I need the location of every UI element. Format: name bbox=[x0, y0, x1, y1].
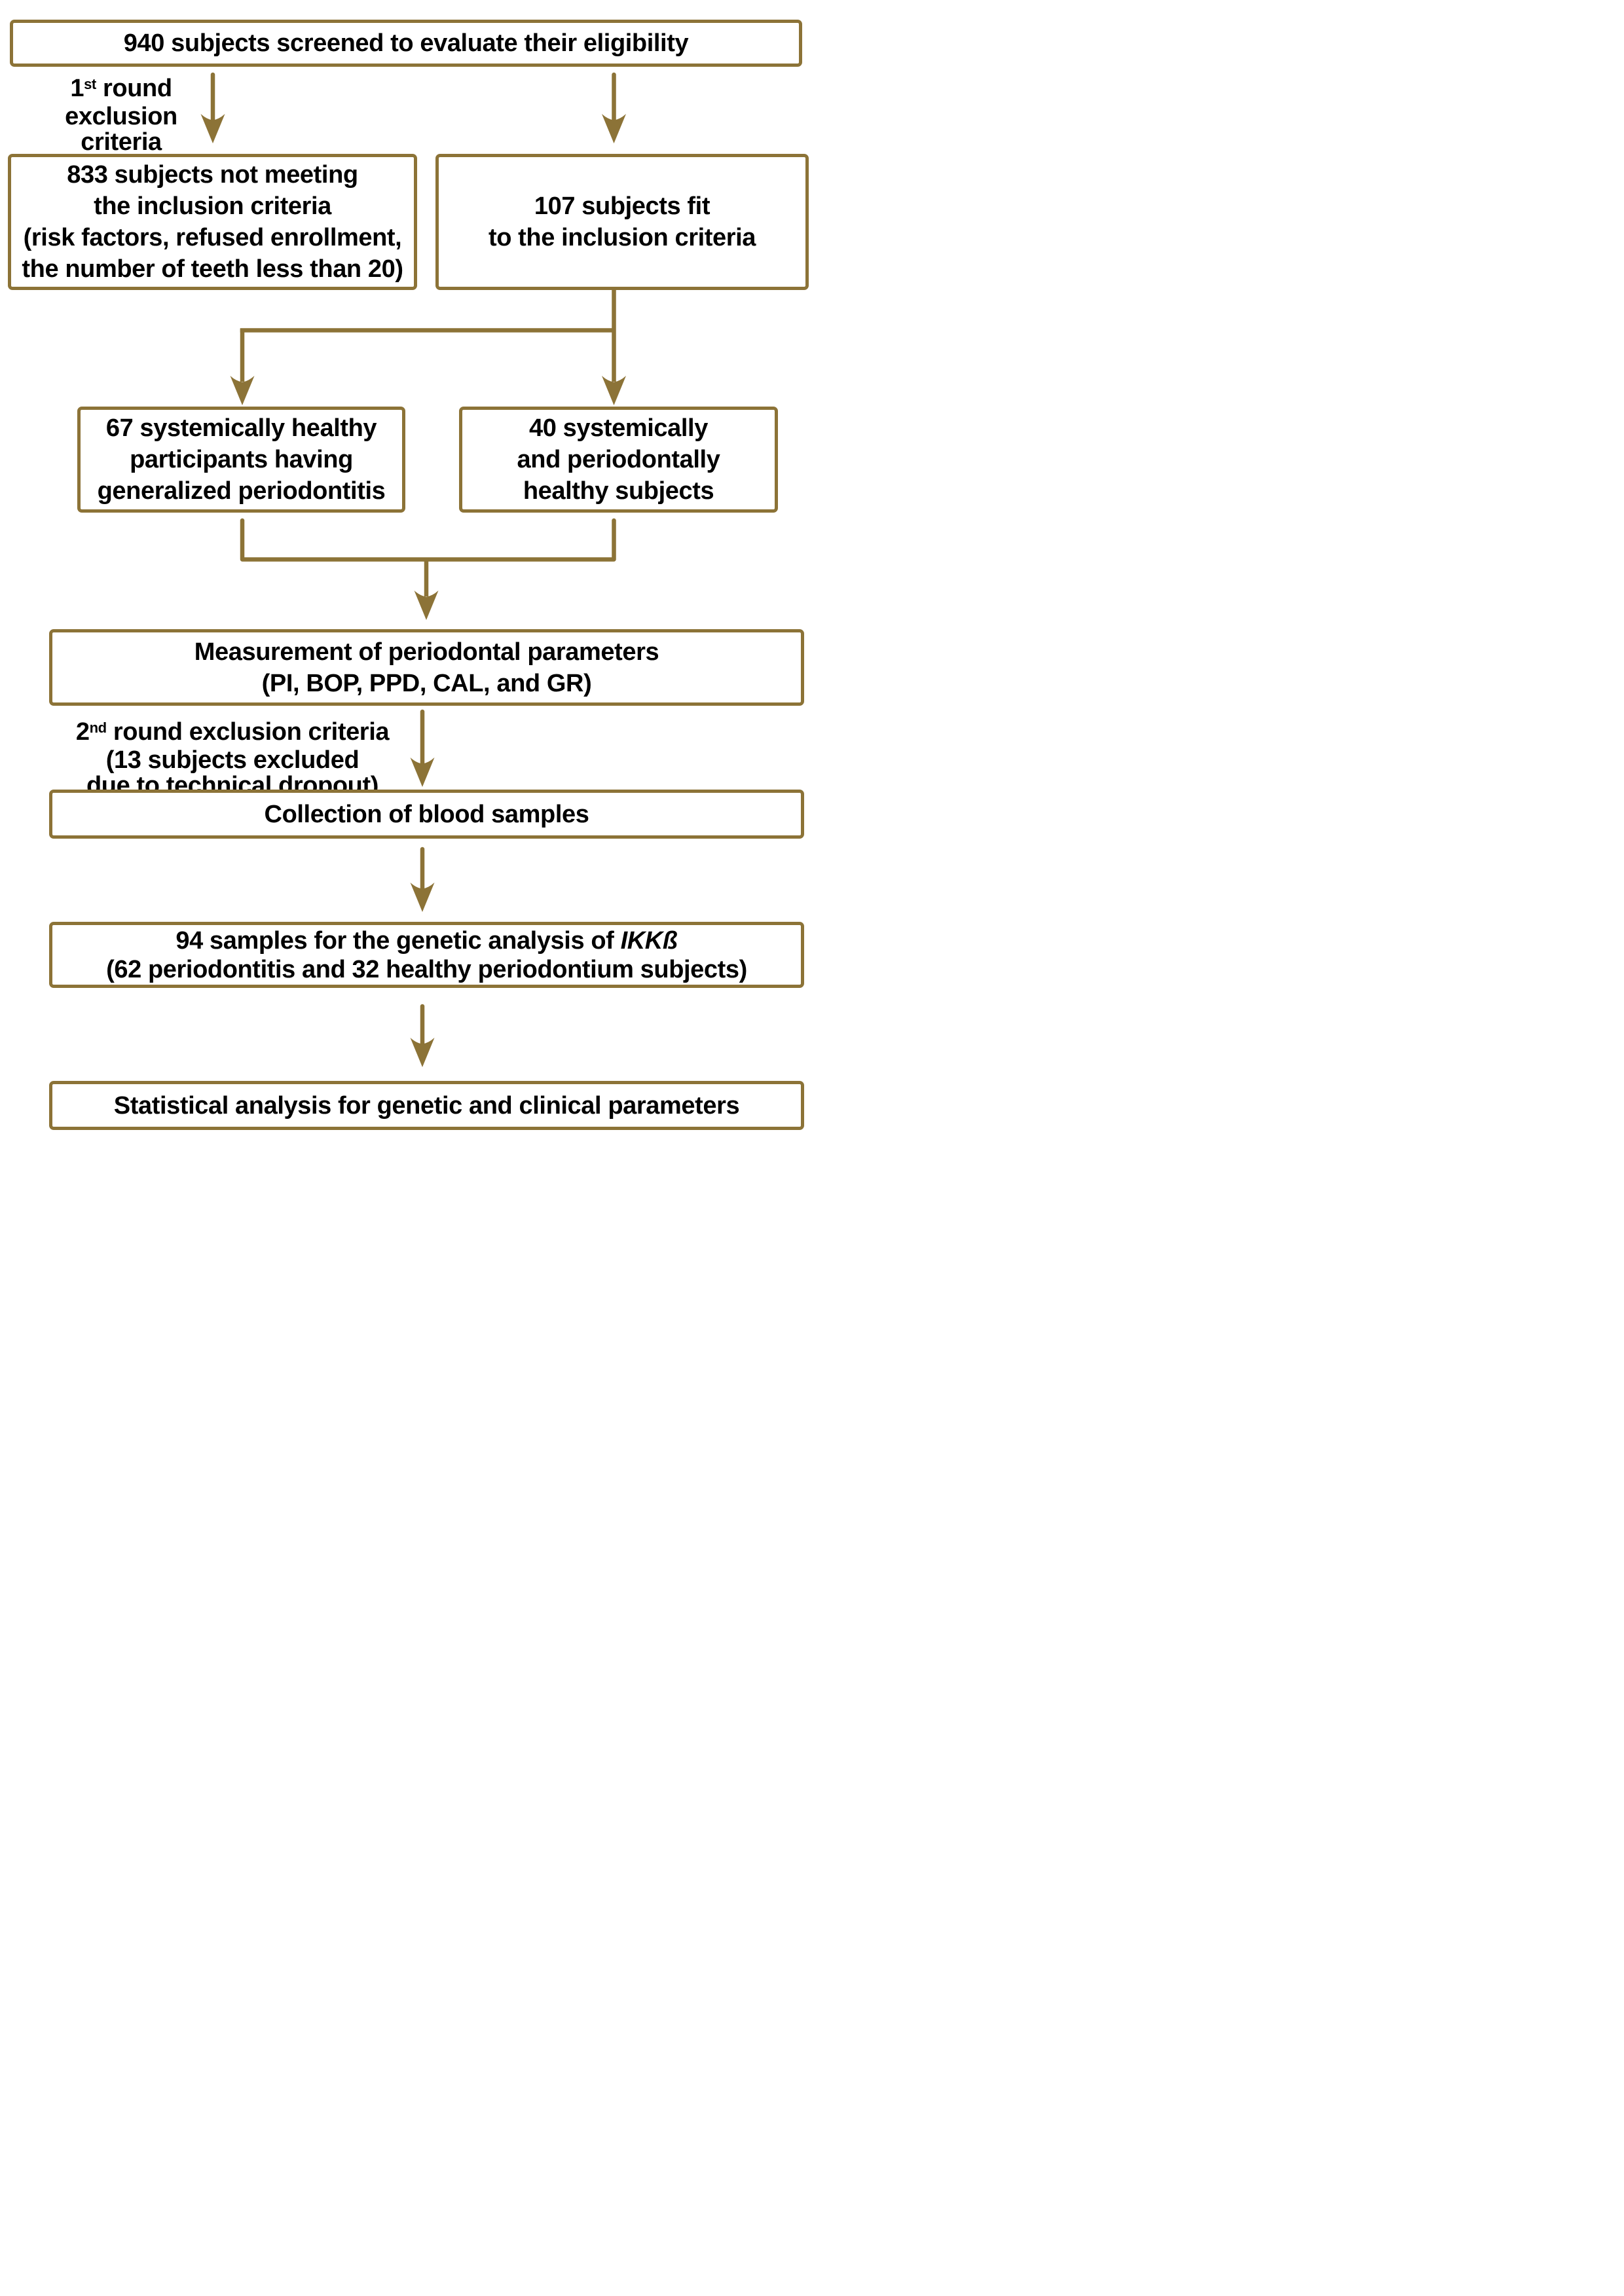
text-line: (PI, BOP, PPD, CAL, and GR) bbox=[262, 668, 592, 699]
box-subjects-screened: 940 subjects screened to evaluate their … bbox=[10, 20, 802, 67]
text-segment: st bbox=[84, 75, 96, 92]
box-subjects-not-meeting-criteria: 833 subjects not meeting the inclusion cr… bbox=[8, 154, 417, 290]
text-segment: healthy subjects bbox=[523, 477, 714, 505]
text-segment: 2 bbox=[75, 718, 90, 746]
text-segment: 1 bbox=[70, 75, 84, 102]
text-line: to the inclusion criteria bbox=[489, 222, 756, 253]
text-segment: (risk factors, refused enrollment, bbox=[23, 224, 402, 251]
box-samples-genetic-analysis: 94 samples for the genetic analysis of I… bbox=[49, 922, 804, 988]
text-line: 2nd round exclusion criteria bbox=[36, 720, 429, 748]
text-segment: 94 samples for the genetic analysis of bbox=[175, 926, 621, 955]
text-line: 940 subjects screened to evaluate their … bbox=[123, 27, 689, 59]
arrow-screened-to-included bbox=[602, 72, 626, 143]
text-line: 94 samples for the genetic analysis of I… bbox=[175, 926, 678, 955]
label-first-round-exclusion-criteria: 1st round exclusion criteria bbox=[23, 76, 219, 155]
arrow-head-icon bbox=[230, 376, 255, 405]
arrow-head-icon bbox=[602, 376, 626, 405]
text-line: the number of teeth less than 20) bbox=[22, 253, 403, 285]
connector-merge-bracket bbox=[240, 518, 616, 620]
box-subjects-fit-criteria: 107 subjects fit to the inclusion criteri… bbox=[435, 154, 809, 290]
text-line: healthy subjects bbox=[523, 475, 714, 507]
text-segment: (62 periodontitis and 32 healthy periodo… bbox=[106, 955, 747, 983]
text-segment: nd bbox=[89, 719, 107, 736]
arrow-samples-to-statistical bbox=[410, 1004, 435, 1067]
arrow-head-icon bbox=[414, 591, 439, 620]
text-segment: generalized periodontitis bbox=[97, 477, 386, 505]
text-line: Measurement of periodontal parameters bbox=[194, 636, 659, 668]
text-segment: 940 subjects screened to evaluate their … bbox=[123, 29, 689, 57]
text-line: Collection of blood samples bbox=[265, 799, 589, 830]
text-segment: round exclusion criteria bbox=[106, 718, 390, 746]
flowchart-canvas: 940 subjects screened to evaluate their … bbox=[0, 0, 812, 1148]
text-segment: 40 systemically bbox=[529, 414, 708, 442]
arrow-head-icon bbox=[410, 883, 435, 912]
text-segment: (13 subjects excluded bbox=[105, 746, 360, 774]
text-line: (13 subjects excluded bbox=[36, 748, 429, 773]
text-segment: criteria bbox=[81, 128, 162, 156]
text-line: Statistical analysis for genetic and cli… bbox=[113, 1090, 740, 1121]
text-line: 833 subjects not meeting bbox=[67, 159, 358, 191]
text-segment: IKKß bbox=[620, 926, 678, 955]
text-segment: round bbox=[96, 75, 172, 102]
text-segment: 107 subjects fit bbox=[534, 192, 710, 220]
text-line: 67 systemically healthy bbox=[106, 412, 377, 444]
text-segment: and periodontally bbox=[517, 446, 720, 473]
text-line: the inclusion criteria bbox=[94, 191, 331, 222]
box-statistical-analysis: Statistical analysis for genetic and cli… bbox=[49, 1081, 804, 1130]
text-line: 1st round bbox=[23, 76, 219, 104]
text-line: exclusion bbox=[23, 104, 219, 130]
text-segment: the inclusion criteria bbox=[94, 192, 331, 220]
text-line: (62 periodontitis and 32 healthy periodo… bbox=[106, 955, 747, 984]
text-line: generalized periodontitis bbox=[98, 475, 386, 507]
arrow-collection-to-samples bbox=[410, 847, 435, 912]
label-second-round-exclusion-criteria: 2nd round exclusion criteria (13 subjects… bbox=[36, 720, 429, 799]
text-segment: Statistical analysis for genetic and cli… bbox=[113, 1091, 740, 1120]
text-line: and periodontally bbox=[517, 444, 720, 475]
text-segment: Measurement of periodontal parameters bbox=[194, 638, 659, 666]
arrow-head-icon bbox=[602, 114, 626, 143]
box-collection-blood-samples: Collection of blood samples bbox=[49, 790, 804, 839]
merge-bracket-line bbox=[240, 518, 616, 562]
text-line: 107 subjects fit bbox=[534, 191, 710, 222]
connector-branch-bracket bbox=[230, 289, 626, 405]
text-segment: (PI, BOP, PPD, CAL, and GR) bbox=[261, 669, 592, 697]
text-line: criteria bbox=[23, 130, 219, 155]
text-segment: exclusion bbox=[65, 103, 177, 130]
box-periodontitis-participants: 67 systemically healthy participants havi… bbox=[77, 407, 405, 513]
text-segment: the number of teeth less than 20) bbox=[22, 255, 403, 283]
box-healthy-subjects: 40 systemically and periodontally healthy … bbox=[459, 407, 778, 513]
text-segment: Collection of blood samples bbox=[264, 800, 589, 828]
text-segment: to the inclusion criteria bbox=[488, 224, 756, 251]
text-line: (risk factors, refused enrollment, bbox=[24, 222, 402, 253]
text-line: 40 systemically bbox=[529, 412, 708, 444]
box-measurement-periodontal-parameters: Measurement of periodontal parameters (PI… bbox=[49, 629, 804, 706]
text-line: participants having bbox=[130, 444, 353, 475]
arrow-head-icon bbox=[410, 1038, 435, 1067]
text-segment: 67 systemically healthy bbox=[105, 414, 377, 442]
text-segment: participants having bbox=[130, 446, 353, 473]
text-segment: 833 subjects not meeting bbox=[67, 161, 358, 189]
